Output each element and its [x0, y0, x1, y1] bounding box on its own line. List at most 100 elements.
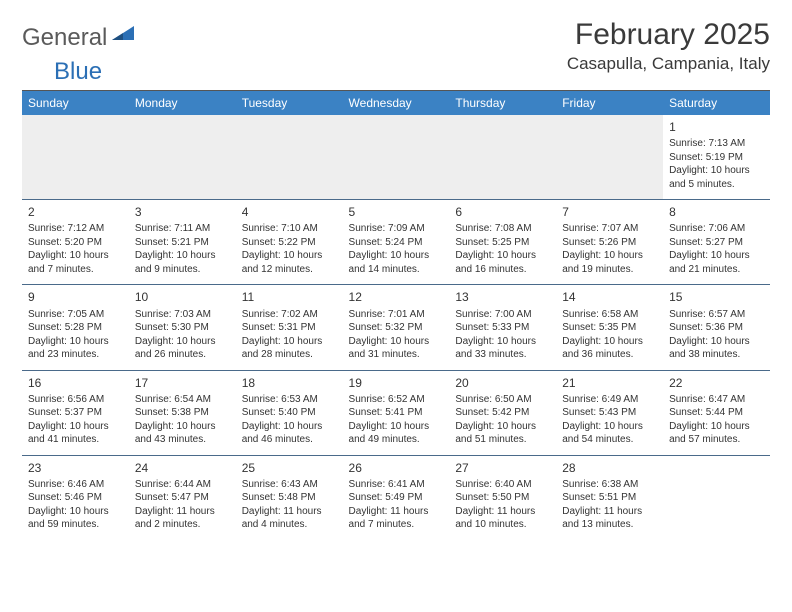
day-detail: Sunrise: 6:52 AM [349, 393, 444, 407]
calendar-header: Sunday Monday Tuesday Wednesday Thursday… [22, 91, 770, 115]
day-detail: Sunset: 5:48 PM [242, 491, 337, 505]
day-detail: Sunrise: 7:03 AM [135, 308, 230, 322]
day-cell: 9Sunrise: 7:05 AMSunset: 5:28 PMDaylight… [22, 285, 129, 370]
logo: General [22, 24, 136, 52]
calendar-table: Sunday Monday Tuesday Wednesday Thursday… [22, 91, 770, 540]
day-number: 7 [562, 204, 657, 220]
day-detail: Sunset: 5:19 PM [669, 151, 764, 165]
day-cell [236, 115, 343, 200]
day-cell: 25Sunrise: 6:43 AMSunset: 5:48 PMDayligh… [236, 455, 343, 540]
day-detail: and 7 minutes. [28, 263, 123, 277]
day-number: 19 [349, 375, 444, 391]
day-number: 13 [455, 289, 550, 305]
day-cell: 11Sunrise: 7:02 AMSunset: 5:31 PMDayligh… [236, 285, 343, 370]
day-detail: Sunset: 5:35 PM [562, 321, 657, 335]
day-number: 9 [28, 289, 123, 305]
day-detail: Sunrise: 6:41 AM [349, 478, 444, 492]
day-detail: Daylight: 11 hours [562, 505, 657, 519]
day-number: 22 [669, 375, 764, 391]
day-cell: 2Sunrise: 7:12 AMSunset: 5:20 PMDaylight… [22, 200, 129, 285]
day-detail: and 36 minutes. [562, 348, 657, 362]
day-detail: Daylight: 10 hours [242, 335, 337, 349]
day-cell [449, 115, 556, 200]
day-detail: Sunrise: 6:57 AM [669, 308, 764, 322]
day-detail: Daylight: 10 hours [669, 249, 764, 263]
day-detail: Daylight: 10 hours [135, 249, 230, 263]
day-detail: and 10 minutes. [455, 518, 550, 532]
day-detail: Sunset: 5:20 PM [28, 236, 123, 250]
day-detail: and 4 minutes. [242, 518, 337, 532]
day-detail: and 33 minutes. [455, 348, 550, 362]
day-cell: 20Sunrise: 6:50 AMSunset: 5:42 PMDayligh… [449, 370, 556, 455]
month-title: February 2025 [567, 18, 770, 52]
day-detail: Sunrise: 6:40 AM [455, 478, 550, 492]
day-detail: Sunrise: 7:01 AM [349, 308, 444, 322]
day-detail: Sunset: 5:49 PM [349, 491, 444, 505]
day-detail: and 19 minutes. [562, 263, 657, 277]
day-cell [343, 115, 450, 200]
day-detail: Sunset: 5:46 PM [28, 491, 123, 505]
day-detail: Sunrise: 7:07 AM [562, 222, 657, 236]
day-detail: and 9 minutes. [135, 263, 230, 277]
col-saturday: Saturday [663, 91, 770, 115]
day-detail: Sunset: 5:38 PM [135, 406, 230, 420]
day-detail: Daylight: 10 hours [455, 335, 550, 349]
day-detail: Sunrise: 7:11 AM [135, 222, 230, 236]
day-number: 10 [135, 289, 230, 305]
day-detail: Daylight: 11 hours [135, 505, 230, 519]
day-detail: and 16 minutes. [455, 263, 550, 277]
day-detail: Sunset: 5:33 PM [455, 321, 550, 335]
day-cell: 17Sunrise: 6:54 AMSunset: 5:38 PMDayligh… [129, 370, 236, 455]
day-detail: Daylight: 10 hours [669, 164, 764, 178]
day-detail: and 31 minutes. [349, 348, 444, 362]
day-detail: Daylight: 10 hours [135, 335, 230, 349]
day-detail: and 46 minutes. [242, 433, 337, 447]
day-number: 11 [242, 289, 337, 305]
day-detail: Sunrise: 7:08 AM [455, 222, 550, 236]
logo-triangle-icon [112, 24, 134, 47]
day-detail: Sunrise: 6:49 AM [562, 393, 657, 407]
day-cell [129, 115, 236, 200]
day-number: 15 [669, 289, 764, 305]
logo-text-general: General [22, 24, 107, 52]
day-detail: Sunrise: 7:05 AM [28, 308, 123, 322]
day-cell: 6Sunrise: 7:08 AMSunset: 5:25 PMDaylight… [449, 200, 556, 285]
week-row: 9 Sunrise: 7:05 AMSunset: 5:28 PM Daylight… [22, 285, 770, 370]
day-detail: Sunset: 5:28 PM [28, 321, 123, 335]
col-thursday: Thursday [449, 91, 556, 115]
day-detail: and 51 minutes. [455, 433, 550, 447]
day-cell: 22Sunrise: 6:47 AMSunset: 5:44 PMDayligh… [663, 370, 770, 455]
day-detail: Sunset: 5:31 PM [242, 321, 337, 335]
title-block: February 2025 Casapulla, Campania, Italy [567, 18, 770, 74]
col-monday: Monday [129, 91, 236, 115]
day-cell: 24Sunrise: 6:44 AMSunset: 5:47 PMDayligh… [129, 455, 236, 540]
day-number: 25 [242, 460, 337, 476]
logo-text-blue: Blue [54, 58, 102, 86]
day-detail: Sunset: 5:37 PM [28, 406, 123, 420]
day-number: 21 [562, 375, 657, 391]
day-detail: Sunrise: 7:10 AM [242, 222, 337, 236]
week-row: 16Sunrise: 6:56 AMSunset: 5:37 PMDayligh… [22, 370, 770, 455]
day-number: 17 [135, 375, 230, 391]
day-cell: 28Sunrise: 6:38 AMSunset: 5:51 PMDayligh… [556, 455, 663, 540]
day-cell: 7Sunrise: 7:07 AMSunset: 5:26 PMDaylight… [556, 200, 663, 285]
day-cell: 27Sunrise: 6:40 AMSunset: 5:50 PMDayligh… [449, 455, 556, 540]
day-detail: Daylight: 10 hours [455, 249, 550, 263]
day-detail: Sunset: 5:43 PM [562, 406, 657, 420]
day-cell: 8Sunrise: 7:06 AMSunset: 5:27 PMDaylight… [663, 200, 770, 285]
col-friday: Friday [556, 91, 663, 115]
day-detail: Sunrise: 6:53 AM [242, 393, 337, 407]
day-cell: 26Sunrise: 6:41 AMSunset: 5:49 PMDayligh… [343, 455, 450, 540]
day-number: 1 [669, 119, 764, 135]
day-number: 12 [349, 289, 444, 305]
day-cell: 23Sunrise: 6:46 AMSunset: 5:46 PMDayligh… [22, 455, 129, 540]
day-detail: Sunrise: 6:54 AM [135, 393, 230, 407]
day-detail: Sunset: 5:32 PM [349, 321, 444, 335]
day-detail: Sunset: 5:25 PM [455, 236, 550, 250]
day-detail: and 21 minutes. [669, 263, 764, 277]
day-detail: Sunrise: 6:47 AM [669, 393, 764, 407]
day-detail: Sunrise: 7:09 AM [349, 222, 444, 236]
day-detail: Daylight: 10 hours [242, 420, 337, 434]
day-number: 26 [349, 460, 444, 476]
day-cell: 16Sunrise: 6:56 AMSunset: 5:37 PMDayligh… [22, 370, 129, 455]
